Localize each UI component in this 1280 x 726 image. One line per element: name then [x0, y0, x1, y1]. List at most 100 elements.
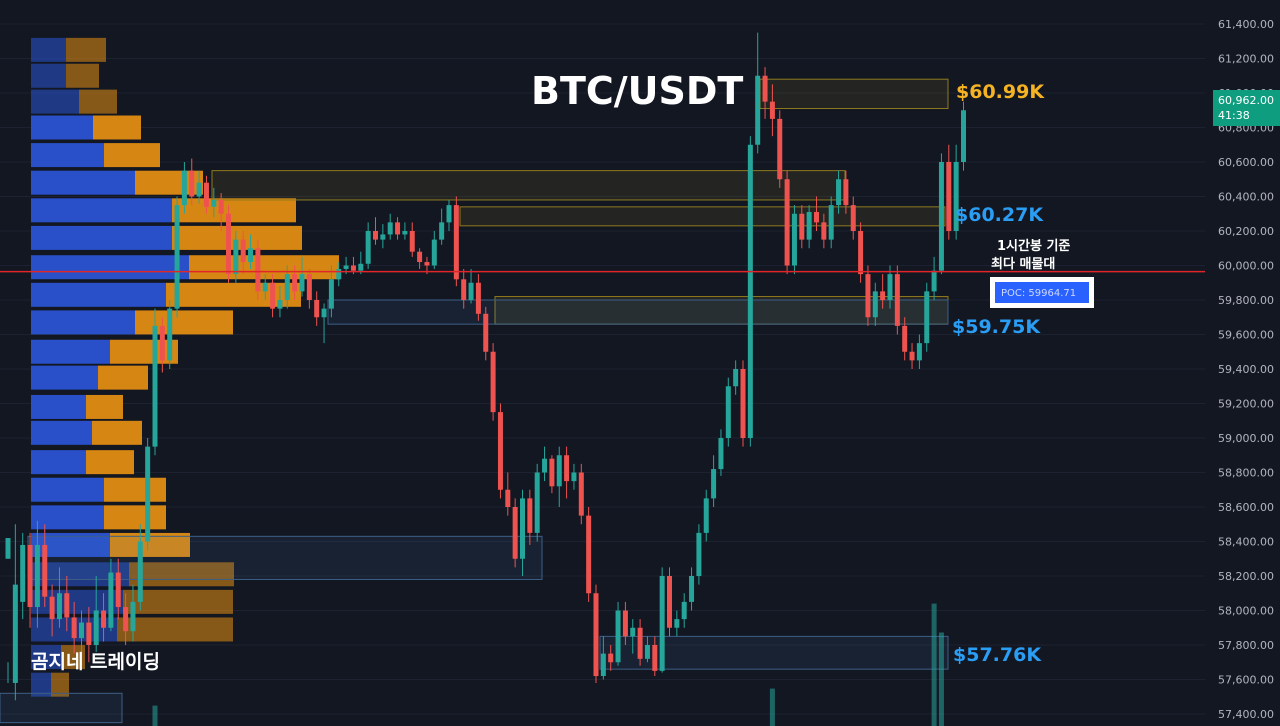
- candle-body: [439, 222, 445, 240]
- candle-body: [350, 265, 356, 271]
- demand-zone: [599, 635, 949, 670]
- candle-body: [336, 268, 342, 280]
- candle-body: [123, 607, 129, 632]
- candle-body: [931, 270, 937, 292]
- volume-profile-sell: [117, 617, 233, 642]
- volume-bar: [152, 705, 158, 726]
- volume-profile-buy: [31, 420, 92, 445]
- candle-body: [681, 601, 687, 620]
- candle-body: [5, 538, 11, 559]
- candle-body: [461, 279, 467, 300]
- poc-label: POC: 59964.71: [1001, 288, 1076, 299]
- candle-body: [314, 300, 320, 318]
- candle-body: [593, 593, 599, 677]
- candle-body: [814, 212, 819, 223]
- candle-body: [791, 213, 797, 266]
- candle-body: [453, 205, 459, 280]
- candle-body: [49, 596, 55, 620]
- y-tick-label: 58,200.00: [1218, 570, 1274, 583]
- candle-body: [961, 110, 966, 162]
- supply-zone: [494, 296, 949, 325]
- candle-body: [520, 498, 525, 559]
- volume-profile-buy: [31, 255, 189, 280]
- y-tick-label: 60,400.00: [1218, 191, 1274, 204]
- candle-body: [711, 469, 717, 499]
- candle-body: [86, 622, 92, 645]
- candle-body: [93, 610, 99, 645]
- volume-profile-buy: [31, 645, 61, 670]
- price-zones: [0, 78, 949, 724]
- candle-body: [431, 239, 437, 266]
- candle-body: [747, 144, 753, 438]
- candle-body: [343, 265, 349, 269]
- y-tick-label: 61,400.00: [1218, 18, 1274, 31]
- volume-profile-sell: [66, 63, 99, 88]
- level-label-59750: $59.75K: [952, 316, 1041, 338]
- candle-body: [644, 645, 650, 659]
- candles[interactable]: [5, 32, 967, 701]
- supply-zone: [459, 206, 946, 227]
- volume-profile-buy: [31, 282, 166, 307]
- candle-body: [248, 248, 254, 263]
- candle-body: [42, 544, 48, 597]
- candle-body: [262, 282, 268, 292]
- candle-body: [218, 199, 224, 214]
- candle-body: [277, 300, 283, 309]
- volume-profile-sell: [104, 143, 160, 168]
- y-tick-label: 60,000.00: [1218, 260, 1274, 273]
- y-tick-label: 61,200.00: [1218, 53, 1274, 66]
- candle-body: [828, 205, 834, 240]
- candle-body: [409, 231, 415, 252]
- candle-body: [858, 231, 864, 275]
- candle-body: [938, 162, 944, 271]
- candle-body: [358, 263, 364, 271]
- candle-body: [902, 325, 908, 352]
- volume-profile-buy: [31, 450, 86, 475]
- candle-body: [483, 313, 489, 352]
- y-tick-label: 57,800.00: [1218, 639, 1274, 652]
- candle-body: [137, 541, 143, 602]
- candle-body: [843, 179, 849, 206]
- volume-profile-buy: [31, 115, 93, 140]
- candle-body: [696, 532, 702, 576]
- candle-body: [167, 308, 173, 361]
- candle-body: [887, 274, 893, 300]
- volume-profile-sell: [92, 420, 142, 445]
- volume-profile-sell: [86, 450, 134, 475]
- candle-body: [608, 653, 614, 663]
- candle-body: [299, 274, 305, 292]
- volume-profile-buy: [31, 394, 86, 419]
- candle-body: [622, 610, 628, 637]
- candle-body: [762, 75, 768, 102]
- candle-body: [64, 593, 70, 618]
- candle-body: [108, 572, 114, 628]
- candle-body: [880, 291, 886, 300]
- candle-body: [946, 162, 952, 231]
- candle-body: [226, 213, 231, 275]
- current-price-countdown: 41:38: [1218, 109, 1250, 122]
- candle-body: [395, 222, 401, 235]
- volume-profile-buy: [31, 63, 66, 88]
- candle-body: [777, 118, 783, 180]
- candle-body: [718, 438, 724, 470]
- candle-body: [564, 455, 570, 482]
- y-tick-label: 58,800.00: [1218, 467, 1274, 480]
- candle-body: [659, 576, 665, 671]
- candle-body: [189, 170, 195, 197]
- volume-profile-buy: [31, 365, 98, 390]
- candle-body: [255, 248, 261, 292]
- candle-body: [806, 212, 812, 240]
- candle-body: [306, 274, 312, 300]
- volume-profile-sell: [172, 198, 296, 223]
- y-tick-label: 57,400.00: [1218, 708, 1274, 721]
- supply-zone: [211, 170, 846, 201]
- candle-body: [417, 251, 423, 263]
- y-tick-label: 58,400.00: [1218, 536, 1274, 549]
- volume-profile-buy: [31, 310, 135, 335]
- demand-zone: [27, 535, 543, 580]
- volume-profile-sell: [98, 365, 148, 390]
- candle-body: [446, 205, 452, 223]
- candle-body: [733, 369, 739, 387]
- volume-profile-buy: [31, 339, 110, 364]
